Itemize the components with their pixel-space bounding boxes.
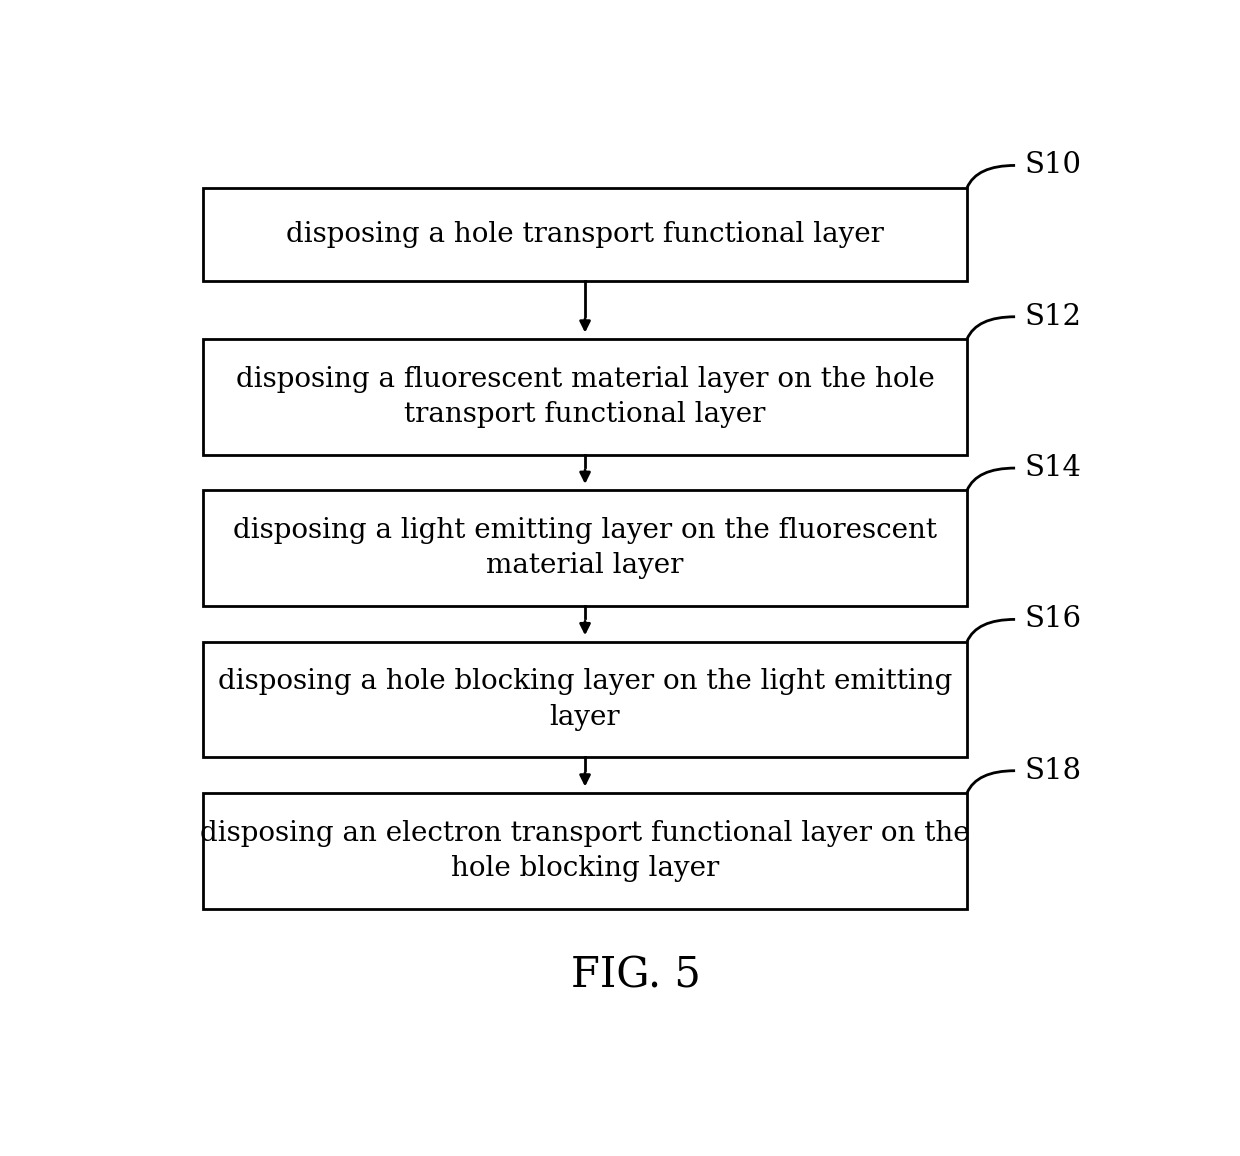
Text: disposing a light emitting layer on the fluorescent
material layer: disposing a light emitting layer on the … — [233, 517, 937, 579]
Bar — [203, 642, 967, 757]
Text: S10: S10 — [1024, 151, 1081, 179]
Text: disposing a hole transport functional layer: disposing a hole transport functional la… — [286, 221, 884, 247]
Text: S16: S16 — [1024, 606, 1081, 633]
Text: S14: S14 — [1024, 454, 1081, 482]
Text: disposing a fluorescent material layer on the hole
transport functional layer: disposing a fluorescent material layer o… — [236, 365, 935, 428]
Bar — [203, 793, 967, 909]
Text: disposing an electron transport functional layer on the
hole blocking layer: disposing an electron transport function… — [200, 820, 970, 882]
Bar — [203, 490, 967, 606]
Text: FIG. 5: FIG. 5 — [570, 955, 701, 996]
Text: disposing a hole blocking layer on the light emitting
layer: disposing a hole blocking layer on the l… — [218, 668, 952, 731]
Text: S12: S12 — [1024, 303, 1081, 331]
Bar — [203, 187, 967, 281]
Bar — [203, 339, 967, 454]
Text: S18: S18 — [1024, 757, 1081, 785]
